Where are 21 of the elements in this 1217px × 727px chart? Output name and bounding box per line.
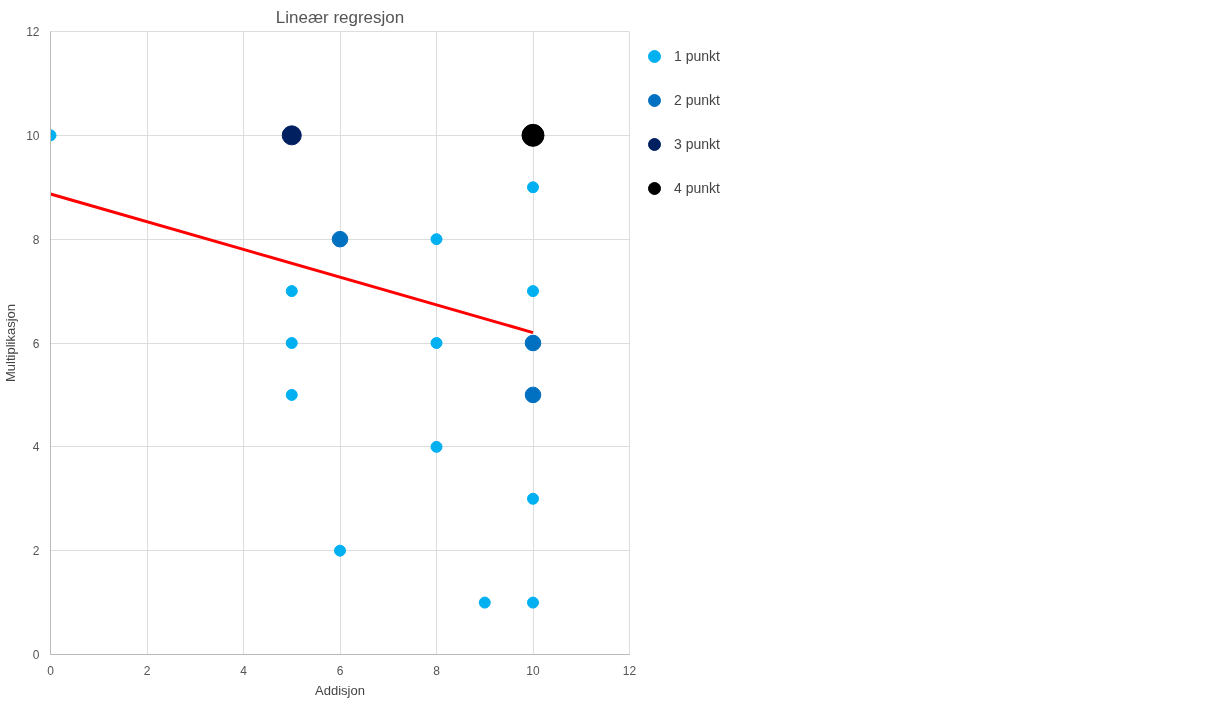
x-tick-label: 0 — [47, 663, 55, 678]
chart-title: Lineær regresjon — [275, 7, 405, 27]
y-tick-label: 4 — [32, 440, 40, 455]
legend-label: 2 punkt — [674, 92, 720, 108]
y-tick-label: 2 — [32, 544, 40, 559]
y-tick-label: 8 — [32, 232, 40, 247]
x-tick-label: 2 — [143, 663, 151, 678]
x-tick-label: 4 — [240, 663, 248, 678]
y-tick-label: 12 — [26, 25, 40, 39]
legend-label: 3 punkt — [674, 136, 720, 152]
x-tick-label: 12 — [622, 663, 637, 678]
x-tick-label: 10 — [526, 663, 540, 678]
y-tick-label: 6 — [32, 336, 40, 351]
legend-label: 1 punkt — [674, 48, 720, 64]
y-tick-label: 10 — [26, 128, 40, 143]
x-axis-title: Addisjon — [315, 682, 365, 698]
legend-label: 4 punkt — [674, 180, 720, 196]
x-tick-label: 8 — [433, 663, 441, 678]
y-tick-label: 0 — [32, 648, 40, 662]
x-tick-label: 6 — [336, 663, 344, 678]
y-axis-title: Multiplikasjon — [3, 303, 19, 383]
